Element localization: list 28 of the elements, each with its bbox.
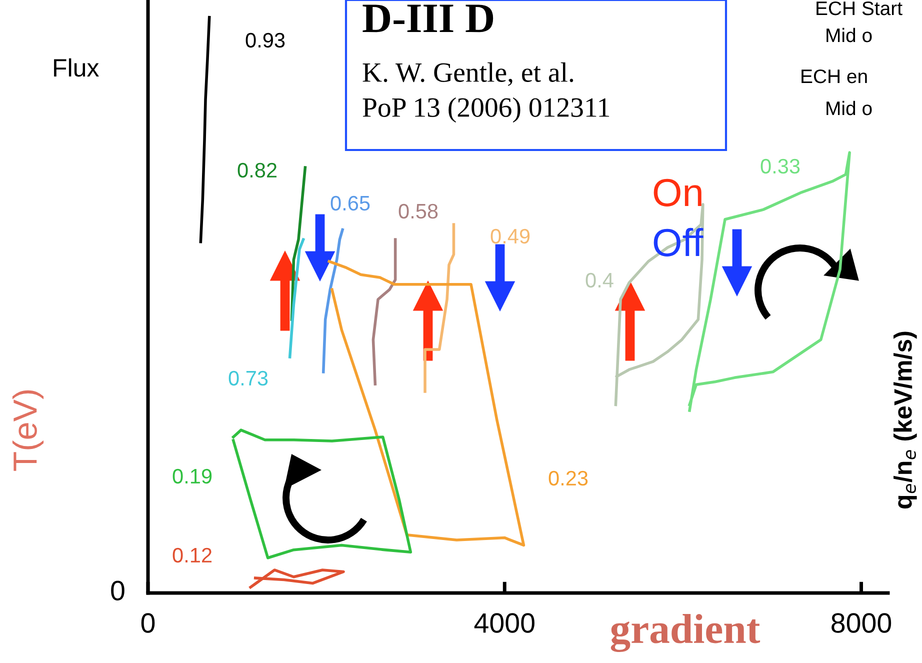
annotation: Off [654,228,704,256]
x-tick-label: 4000 [474,613,534,633]
annotation: Mid o [826,28,872,42]
series-label: 0.23 [548,470,588,486]
annotation: On [654,178,702,206]
series-label: 0.49 [490,228,530,244]
series-label: 0.65 [330,196,370,211]
y2-axis-title: q$_{e}$/n$_{e}$ (keV/m/s) [894,332,917,508]
series-label: 0.58 [398,204,438,219]
x-tick-label: 0 [141,613,155,633]
annotation: PoP 13 (2006) 012311 [362,97,610,123]
series-label: 0.73 [228,370,268,386]
text: 0.12 [172,548,212,563]
annotation: ECH en [802,69,867,84]
annotation: Mid o [826,100,872,116]
x-axis-title: gradient [610,614,760,652]
series-label: 0.4 [586,272,614,288]
x-tick-label: 8000 [832,613,892,633]
y-axis-title: T(eV) [12,390,44,471]
text: Flux [54,58,99,77]
series-label: 0.82 [238,162,276,178]
series-label: 0.33 [760,158,800,174]
annotation: D-III D [362,4,494,32]
series-label: 0.19 [172,468,212,484]
series-label: 0.93 [246,32,285,48]
text: 0 [111,580,124,600]
text: ECH Start [816,1,902,16]
annotation: K. W. Gentle, et al. [362,62,574,86]
